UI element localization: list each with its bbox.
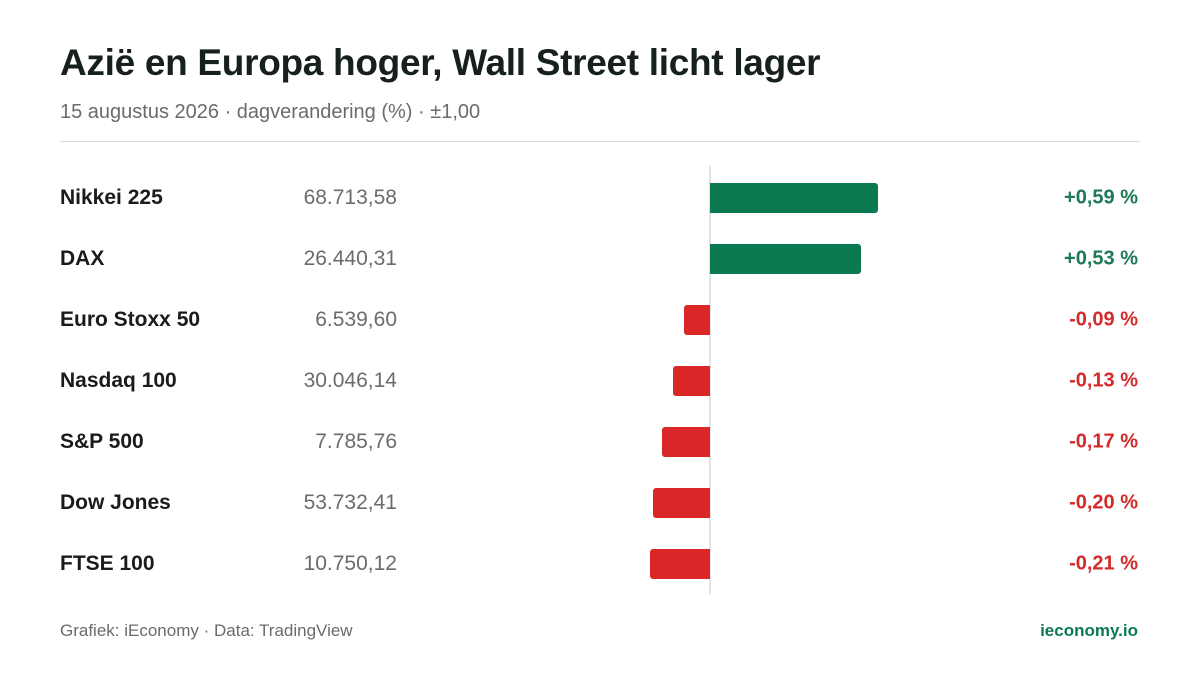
index-level: 68.713,58 bbox=[303, 186, 397, 209]
chart-title: Azië en Europa hoger, Wall Street licht … bbox=[60, 42, 821, 83]
change-bar bbox=[650, 549, 710, 579]
source-credit: Grafiek: iEconomy · Data: TradingView bbox=[60, 621, 353, 640]
change-label: +0,53 % bbox=[1064, 247, 1138, 270]
change-bar bbox=[710, 183, 879, 213]
change-label: -0,20 % bbox=[1069, 491, 1138, 514]
zero-baseline bbox=[709, 166, 711, 594]
index-name: S&P 500 bbox=[60, 430, 144, 453]
index-level: 10.750,12 bbox=[303, 552, 397, 575]
change-label: -0,13 % bbox=[1069, 369, 1138, 392]
index-name: Dow Jones bbox=[60, 491, 171, 514]
index-level: 7.785,76 bbox=[315, 430, 397, 453]
change-label: +0,59 % bbox=[1064, 186, 1138, 209]
index-name: FTSE 100 bbox=[60, 552, 155, 575]
change-bar bbox=[653, 488, 710, 518]
change-label: -0,17 % bbox=[1069, 430, 1138, 453]
change-label: -0,21 % bbox=[1069, 552, 1138, 575]
change-label: -0,09 % bbox=[1069, 308, 1138, 331]
change-bar bbox=[661, 427, 710, 457]
index-name: DAX bbox=[60, 247, 105, 270]
index-level: 6.539,60 bbox=[315, 308, 397, 331]
index-level: 26.440,31 bbox=[303, 247, 397, 270]
change-bar bbox=[710, 244, 862, 274]
index-name: Nikkei 225 bbox=[60, 186, 163, 209]
change-bar bbox=[672, 366, 710, 396]
change-bar bbox=[684, 305, 710, 335]
brand-link[interactable]: ieconomy.io bbox=[1040, 621, 1138, 640]
index-name: Nasdaq 100 bbox=[60, 369, 177, 392]
index-level: 53.732,41 bbox=[303, 491, 397, 514]
index-name: Euro Stoxx 50 bbox=[60, 308, 201, 331]
header-divider bbox=[60, 141, 1140, 142]
index-level: 30.046,14 bbox=[303, 369, 397, 392]
chart-subtitle: 15 augustus 2026 · dagverandering (%) · … bbox=[60, 101, 481, 123]
